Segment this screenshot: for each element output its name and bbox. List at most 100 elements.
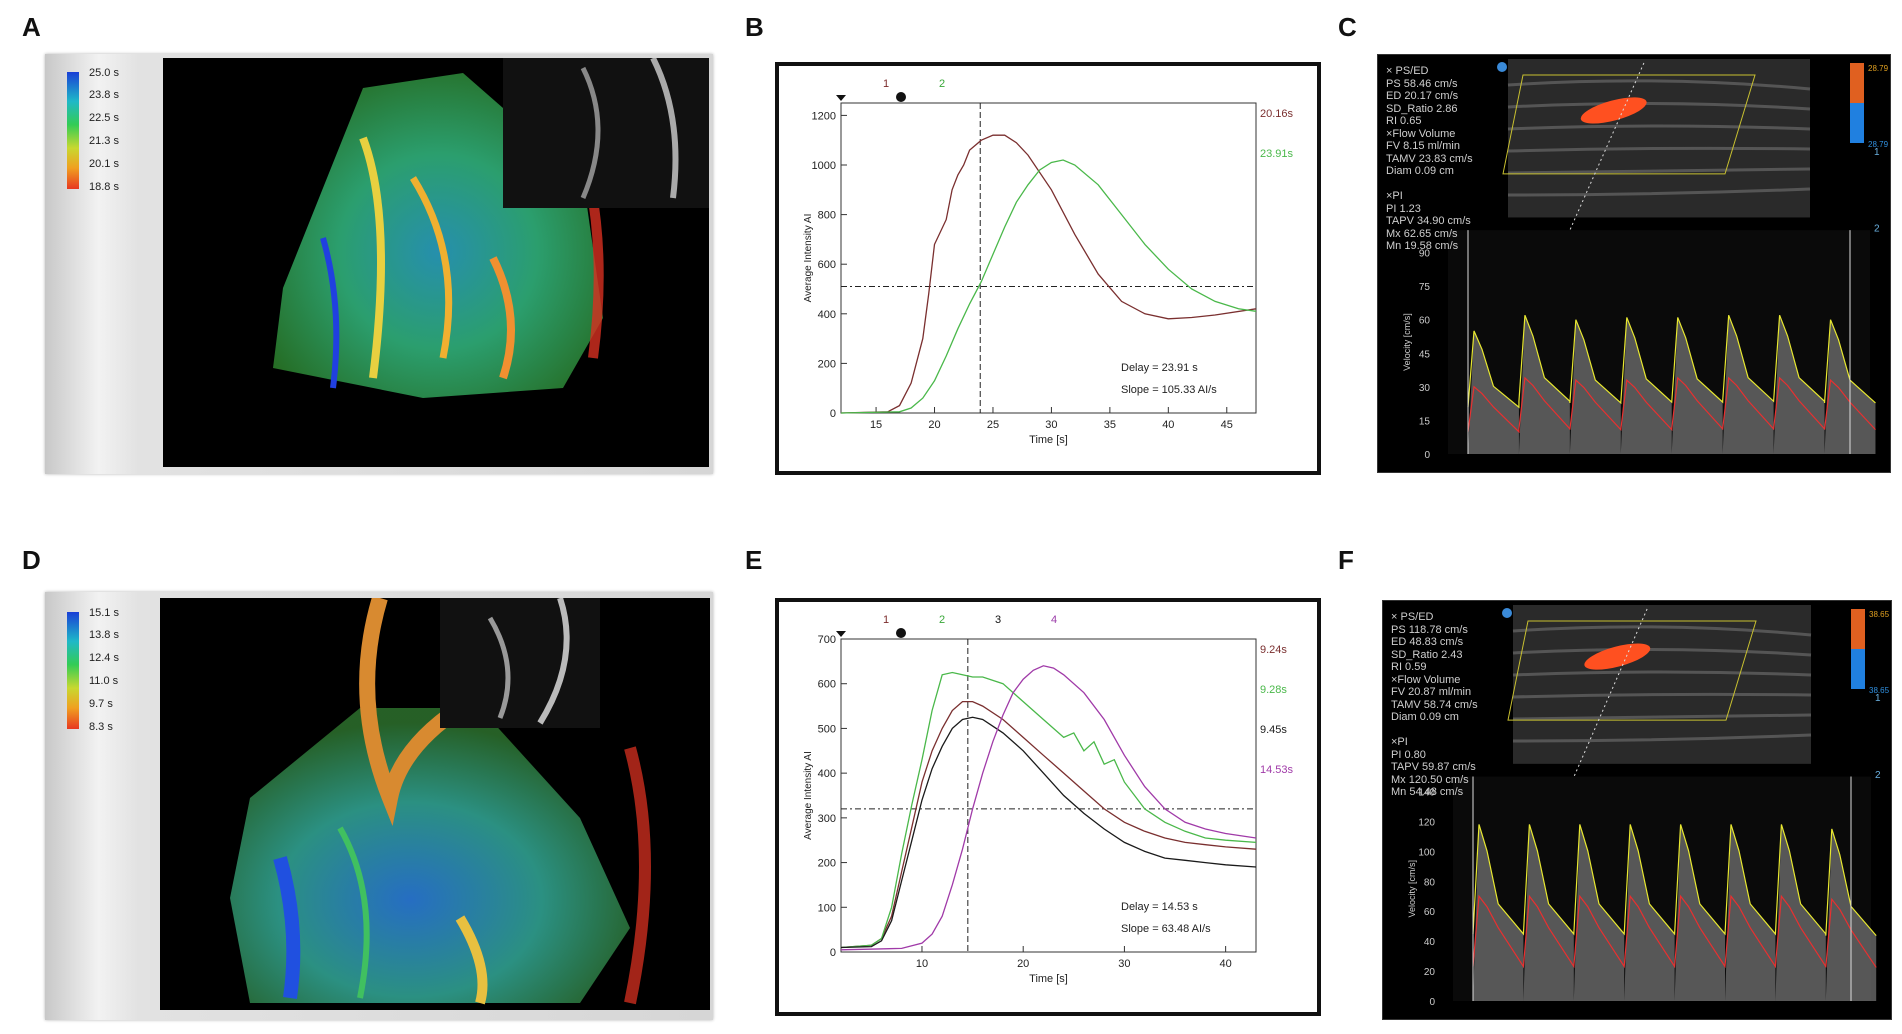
- y-tick-label: 200: [818, 858, 836, 870]
- series-right-label: 14.53s: [1260, 764, 1294, 776]
- doppler-cursor-line: [1572, 608, 1648, 781]
- series-right-label: 20.16s: [1260, 108, 1294, 120]
- peak-velocity-trace: [1472, 824, 1877, 937]
- tissue-band: [1507, 124, 1811, 131]
- marker-label: 1: [883, 78, 889, 90]
- panel-label-a: A: [22, 12, 41, 42]
- series-line-4: [840, 665, 1257, 951]
- scale-tick: 21.3 s: [89, 135, 119, 147]
- velocity-tick-label: 120: [1418, 817, 1435, 828]
- scale-tick: 18.8 s: [89, 181, 119, 193]
- y-tick-label: 100: [818, 902, 836, 914]
- y-tick-label: 600: [818, 679, 836, 691]
- side-label: 1: [1874, 147, 1880, 158]
- scale-gradient-a: [67, 72, 79, 189]
- x-axis-label: Time [s]: [1029, 973, 1068, 985]
- velocity-tick-label: 80: [1424, 877, 1436, 888]
- x-tick-label: 20: [1017, 958, 1029, 970]
- velocity-tick-label: 75: [1419, 282, 1431, 293]
- velocity-tick-label: 90: [1419, 249, 1431, 260]
- series-line-1: [840, 134, 1257, 414]
- tissue-band: [1507, 79, 1811, 91]
- series-line-2: [840, 159, 1257, 414]
- marker-label: 2: [939, 614, 945, 626]
- intensity-chart-e: 0 100 200 300 400 500 600 700 10 20 30 40 Time [s] Av…: [775, 598, 1321, 1016]
- series-line-3: [840, 716, 1257, 949]
- y-tick-label: 1200: [812, 110, 836, 122]
- doppler-panel-f: 38.65 38.65 1 2 0 20 40 60 80 100 120 140 Velocity […: [1382, 600, 1892, 1020]
- y-axis-label: Average Intensity AI: [803, 214, 814, 303]
- velocity-tick-label: 0: [1424, 450, 1430, 461]
- start-marker-icon: [836, 95, 846, 101]
- doppler-info-c: × PS/ED PS 58.46 cm/s ED 20.17 cm/s SD_R…: [1386, 65, 1473, 252]
- scale-tick: 22.5 s: [89, 112, 119, 124]
- scale-tick: 15.1 s: [89, 607, 119, 619]
- x-tick-label: 45: [1221, 419, 1233, 431]
- tissue-band: [1512, 713, 1812, 721]
- plot-frame: [840, 638, 1257, 953]
- tissue-band: [1507, 101, 1811, 111]
- scale-gradient-d: [67, 612, 79, 729]
- series-line-1: [840, 700, 1257, 949]
- scale-tick: 12.4 s: [89, 652, 119, 664]
- perfusion-map-d: 15.1 s 13.8 s 12.4 s 11.0 s 9.7 s 8.3 s: [45, 592, 713, 1020]
- time-scale-a: 25.0 s 23.8 s 22.5 s 21.3 s 20.1 s 18.8 …: [67, 67, 147, 193]
- side-label: 2: [1875, 770, 1881, 781]
- scale-tick: 8.3 s: [89, 721, 113, 733]
- color-scale-cool: [1850, 103, 1864, 143]
- y-tick-label: 800: [818, 210, 836, 222]
- perfusion-map-a: 25.0 s 23.8 s 22.5 s 21.3 s 20.1 s 18.8 …: [45, 54, 713, 474]
- x-tick-label: 10: [916, 958, 928, 970]
- velocity-tick-label: 45: [1419, 349, 1431, 360]
- tissue-band: [1512, 733, 1812, 743]
- panel-label-b: B: [745, 12, 764, 42]
- intensity-chart-b: 0 200 400 600 800 1000 1200 15 20 25 30 35 40 45 Time …: [775, 62, 1321, 475]
- scale-tick: 20.1 s: [89, 158, 119, 170]
- plot-frame: [840, 102, 1257, 414]
- x-tick-label: 30: [1118, 958, 1130, 970]
- flow-color-blob: [1580, 97, 1647, 124]
- map-image-area-a: [163, 56, 709, 467]
- x-tick-label: 30: [1045, 419, 1057, 431]
- playhead-dot-icon: [896, 92, 906, 102]
- series-right-label: 9.24s: [1260, 644, 1287, 656]
- marker-label: 3: [995, 614, 1001, 626]
- tissue-band: [1512, 647, 1812, 657]
- y-tick-label: 400: [818, 768, 836, 780]
- scale-tick: 13.8 s: [89, 629, 119, 641]
- doppler-panel-c: 28.79 28.79 1 2 0 15 30 45 60 75 90 Velocity [cm/s]…: [1377, 54, 1891, 473]
- intensity-chart-svg-e: 0 100 200 300 400 500 600 700 10 20 30 40 Time [s] Av…: [803, 614, 1294, 985]
- mean-velocity-trace: [1467, 376, 1876, 434]
- color-scale-cool: [1851, 649, 1865, 689]
- y-tick-label: 500: [818, 723, 836, 735]
- vessel-map-image-d: [230, 595, 651, 1005]
- tissue-band: [1507, 167, 1811, 175]
- doppler-cursor-line: [1567, 62, 1645, 234]
- velocity-tick-label: 60: [1424, 907, 1436, 918]
- peak-velocity-trace: [1467, 314, 1876, 409]
- x-tick-label: 35: [1104, 419, 1116, 431]
- scale-tick: 9.7 s: [89, 698, 113, 710]
- tissue-band: [1512, 625, 1812, 637]
- tissue-band: [1507, 146, 1811, 153]
- y-tick-label: 0: [830, 947, 836, 959]
- doppler-info-f: × PS/ED PS 118.78 cm/s ED 48.83 cm/s SD_…: [1391, 611, 1478, 798]
- intensity-chart-svg-b: 0 200 400 600 800 1000 1200 15 20 25 30 35 40 45 Time …: [803, 78, 1294, 446]
- flow-color-blob: [1584, 643, 1651, 670]
- x-tick-label: 25: [987, 419, 999, 431]
- x-tick-label: 40: [1162, 419, 1174, 431]
- sample-box: [1502, 74, 1756, 175]
- y-tick-label: 300: [818, 813, 836, 825]
- tissue-band: [1512, 692, 1812, 699]
- velocity-tick-label: 40: [1424, 937, 1436, 948]
- color-scale-warm: [1850, 63, 1864, 103]
- annotation-text: Delay = 14.53 s: [1121, 901, 1198, 913]
- annotation-text: Slope = 63.48 AI/s: [1121, 923, 1211, 935]
- vessel-map-image-a: [273, 56, 709, 398]
- annotation-text: Slope = 105.33 AI/s: [1121, 384, 1217, 396]
- series-right-label: 9.45s: [1260, 724, 1287, 736]
- tissue-band: [1512, 670, 1812, 677]
- velocity-tick-label: 140: [1418, 788, 1435, 799]
- series-right-label: 23.91s: [1260, 148, 1294, 160]
